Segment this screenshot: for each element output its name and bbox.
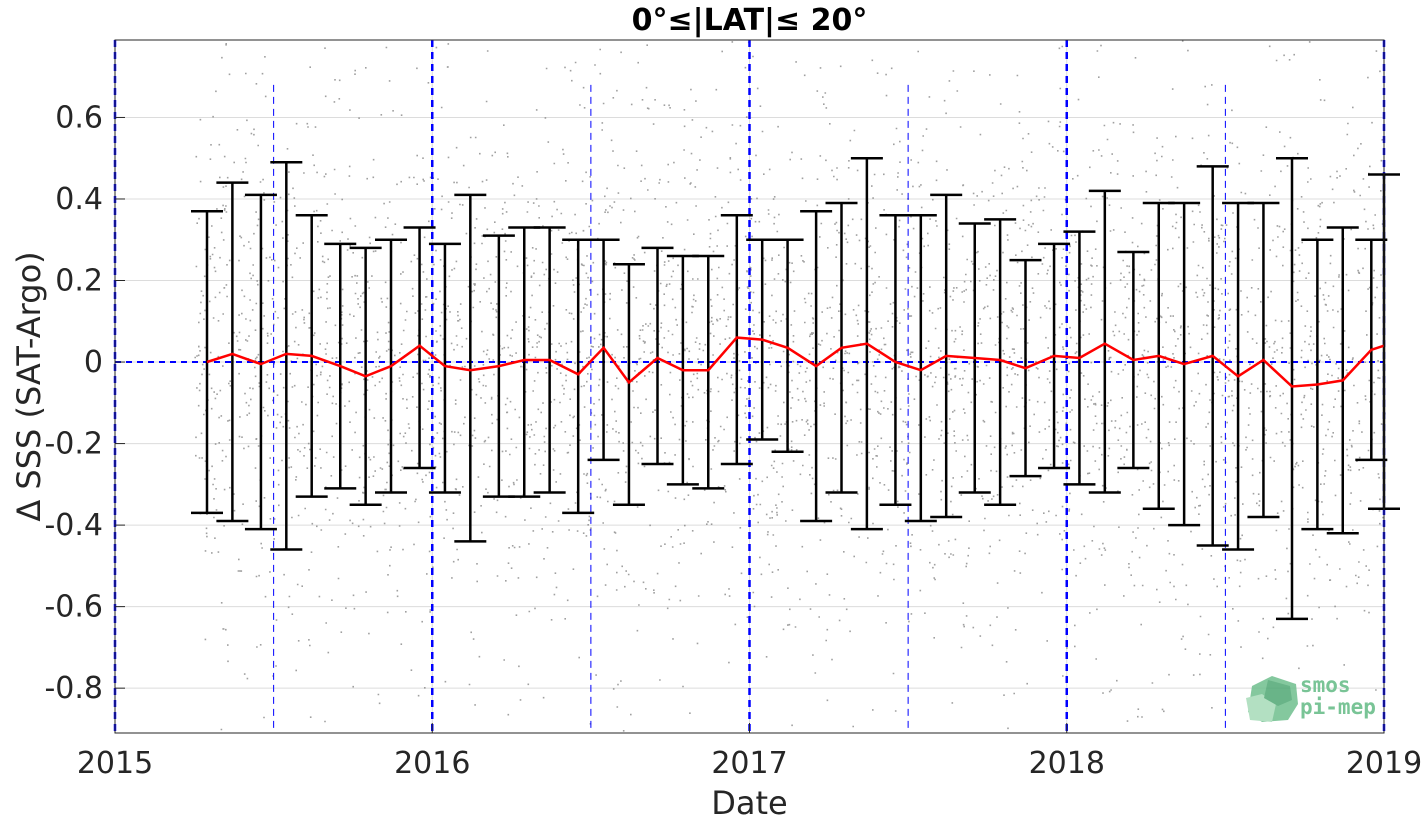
scatter-points-path [194,40,1386,732]
y-tick-label: -0.6 [44,590,103,625]
mean-line [206,336,1385,388]
mean-line-path [206,336,1385,388]
error-bar [1275,156,1308,621]
error-bar [720,214,753,466]
chart-title: 0°≤|LAT|≤ 20° [632,3,868,38]
y-axis-ticks: -0.8 -0.6 -0.4 -0.2 0 0.2 0.4 0.6 [44,100,125,706]
error-bar [403,226,436,470]
x-tick-label: 2016 [394,746,470,781]
y-tick-label: -0.8 [44,671,103,706]
logo-line2: pi-mep [1300,695,1376,719]
x-tick-label: 2017 [711,746,787,781]
error-bar [270,161,303,551]
error-bar [612,262,645,506]
x-tick-label: 2015 [77,746,153,781]
error-bar [428,242,461,494]
x-tick-label: 2019 [1346,746,1422,781]
x-axis-ticks: 2015 2016 2017 2018 2019 [77,723,1422,781]
y-tick-label: -0.2 [44,427,103,462]
smos-pimep-logo: smos pi-mep [1246,673,1376,722]
error-bar [1088,189,1121,494]
error-bar [641,246,674,466]
y-tick-label: -0.4 [44,508,103,543]
error-bar [692,254,725,490]
error-bar [984,218,1017,506]
y-tick-label: 0.4 [55,182,103,217]
y-tick-label: 0.6 [55,100,103,135]
error-bar [454,193,487,543]
y-tick-label: 0.2 [55,264,103,299]
x-tick-label: 2018 [1029,746,1105,781]
scatter-points [194,40,1386,732]
error-bar [904,214,937,523]
error-bar [771,238,804,453]
y-tick-label: 0 [84,345,103,380]
error-bar [191,209,224,515]
y-axis-title: Δ SSS (SAT-Argo) [10,251,48,521]
x-axis-title: Date [711,784,787,819]
error-bar [216,181,249,523]
logo-icon [1246,676,1298,722]
error-bar [244,193,277,531]
logo-line1: smos [1300,673,1351,697]
plot-area [113,39,1400,734]
